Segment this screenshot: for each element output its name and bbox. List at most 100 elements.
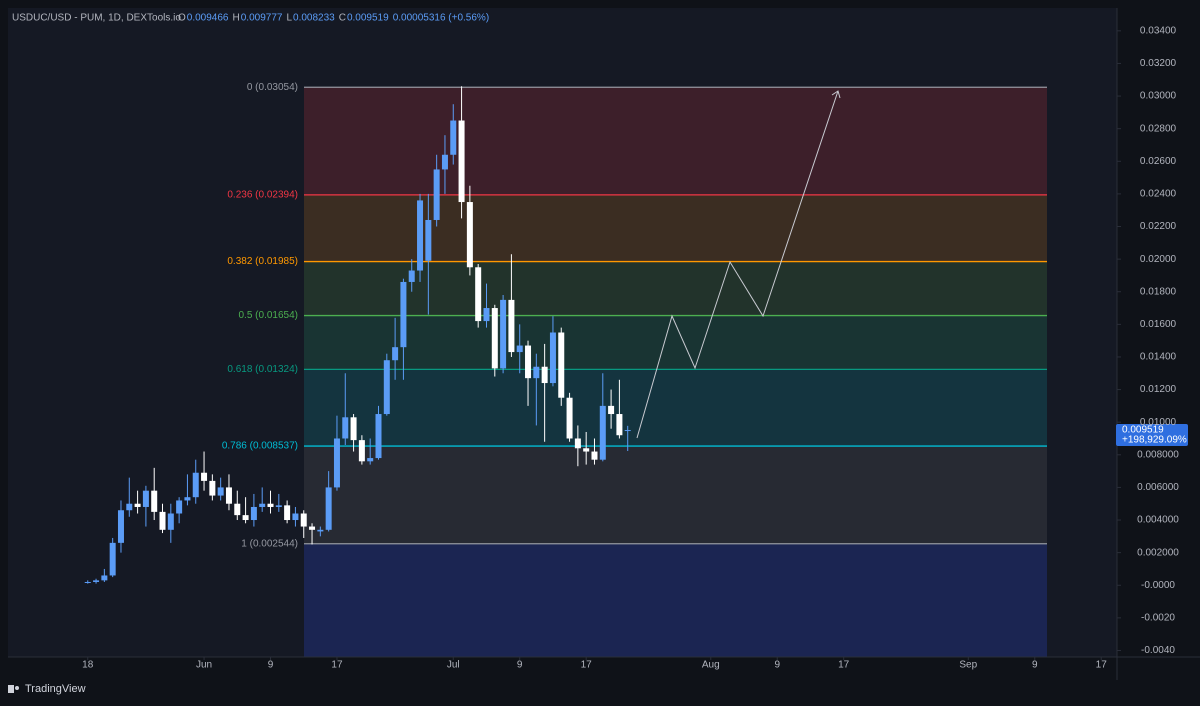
candle-body (583, 448, 590, 452)
candle-body (167, 513, 174, 530)
candle-body (433, 169, 440, 220)
y-tick-label: 0.02600 (1140, 156, 1177, 167)
candle-body (284, 505, 291, 521)
fib-label: 0.618 (0.01324) (227, 364, 298, 375)
y-tick-label: 0.02000 (1140, 254, 1177, 265)
fib-zone (304, 87, 1047, 195)
candle-body (624, 430, 631, 432)
ohlc-key: H (233, 13, 240, 24)
candle-body (300, 513, 307, 527)
x-tick-label: 17 (838, 660, 850, 671)
ohlc-value: 0.009777 (241, 13, 283, 24)
badge-price: 0.009519 (1122, 425, 1164, 436)
y-tick-label: 0.01200 (1140, 384, 1177, 395)
candle-body (475, 267, 482, 322)
candle-body (483, 308, 490, 322)
y-tick-label: -0.0040 (1141, 645, 1175, 656)
candle-body (117, 510, 124, 543)
candles (84, 86, 631, 584)
candle-body (375, 414, 382, 459)
candle-body (400, 281, 407, 348)
y-tick-label: 0.006000 (1137, 482, 1179, 493)
y-tick-label: -0.0000 (1141, 580, 1175, 591)
candle-body (151, 490, 158, 512)
candle-body (516, 345, 523, 353)
y-tick-label: 0.03200 (1140, 58, 1177, 69)
candle-body (558, 332, 565, 398)
candle-body (458, 120, 465, 203)
y-tick-label: 0.01800 (1140, 286, 1177, 297)
candle-body (267, 503, 274, 507)
candle-body (425, 219, 432, 261)
candle-body (217, 487, 224, 496)
y-tick-label: 0.03000 (1140, 91, 1177, 102)
ohlc-value: 0.009466 (187, 13, 229, 24)
y-tick-label: 0.02800 (1140, 123, 1177, 134)
x-tick-label: Aug (702, 660, 720, 671)
candle-body (533, 366, 540, 379)
y-tick-label: 0.03400 (1140, 25, 1177, 36)
candle-body (292, 513, 299, 521)
candle-body (441, 154, 448, 170)
x-tick-label: Sep (959, 660, 977, 671)
candle-body (508, 299, 515, 353)
y-tick-label: -0.0020 (1141, 613, 1175, 624)
x-tick-label: 9 (268, 660, 274, 671)
candle-body (159, 511, 166, 530)
candle-body (566, 397, 573, 439)
candle-body (599, 405, 606, 460)
candle-body (325, 487, 332, 530)
fib-label: 0.236 (0.02394) (227, 190, 298, 201)
candle-body (383, 360, 390, 415)
price-badge (1116, 424, 1188, 446)
y-tick-label: 0.002000 (1137, 547, 1179, 558)
candle-body (333, 438, 340, 488)
y-tick-label: 0.02200 (1140, 221, 1177, 232)
fib-label: 1 (0.002544) (241, 538, 298, 549)
y-tick-label: 0.004000 (1137, 515, 1179, 526)
ohlc-key: O (178, 13, 186, 24)
candle-body (525, 345, 532, 379)
candle-body (392, 347, 399, 361)
candle-body (134, 503, 141, 507)
candle-body (176, 500, 183, 514)
y-tick-label: 0.008000 (1137, 449, 1179, 460)
candle-body (192, 472, 199, 498)
candle-body (209, 480, 216, 496)
candle-body (259, 503, 266, 507)
symbol: USDUC/USD - PUM, 1D, DEXTools.io (12, 13, 181, 24)
candle-body (242, 515, 249, 521)
candle-body (491, 308, 498, 369)
y-tick-label: 0.01600 (1140, 319, 1177, 330)
fib-label: 0.382 (0.01985) (227, 256, 298, 267)
y-tick-label: 0.01400 (1140, 352, 1177, 363)
fib-zone (304, 369, 1047, 447)
candle-body (250, 506, 257, 521)
candle-body (608, 405, 615, 415)
candle-body (126, 503, 133, 511)
x-tick-label: Jun (196, 660, 212, 671)
candle-body (201, 472, 208, 481)
fib-zone (304, 261, 1047, 316)
candle-body (616, 414, 623, 436)
candle-body (466, 202, 473, 268)
candle-body (184, 497, 191, 501)
candle-body (317, 529, 324, 532)
x-tick-label: 9 (1032, 660, 1038, 671)
candle-body (417, 200, 424, 271)
fib-label: 0 (0.03054) (247, 82, 298, 93)
candle-body (234, 503, 241, 516)
x-tick-label: 18 (82, 660, 94, 671)
candle-body (549, 332, 556, 384)
candle-body (109, 542, 116, 576)
y-tick-label: 0.02400 (1140, 189, 1177, 200)
candle-body (84, 581, 91, 583)
ohlc-value: 0.008233 (293, 13, 335, 24)
fib-zone (304, 446, 1047, 544)
fib-label: 0.786 (0.008537) (222, 441, 298, 452)
candle-body (93, 580, 100, 582)
candle-body (275, 505, 282, 507)
ohlc-key: L (286, 13, 292, 24)
